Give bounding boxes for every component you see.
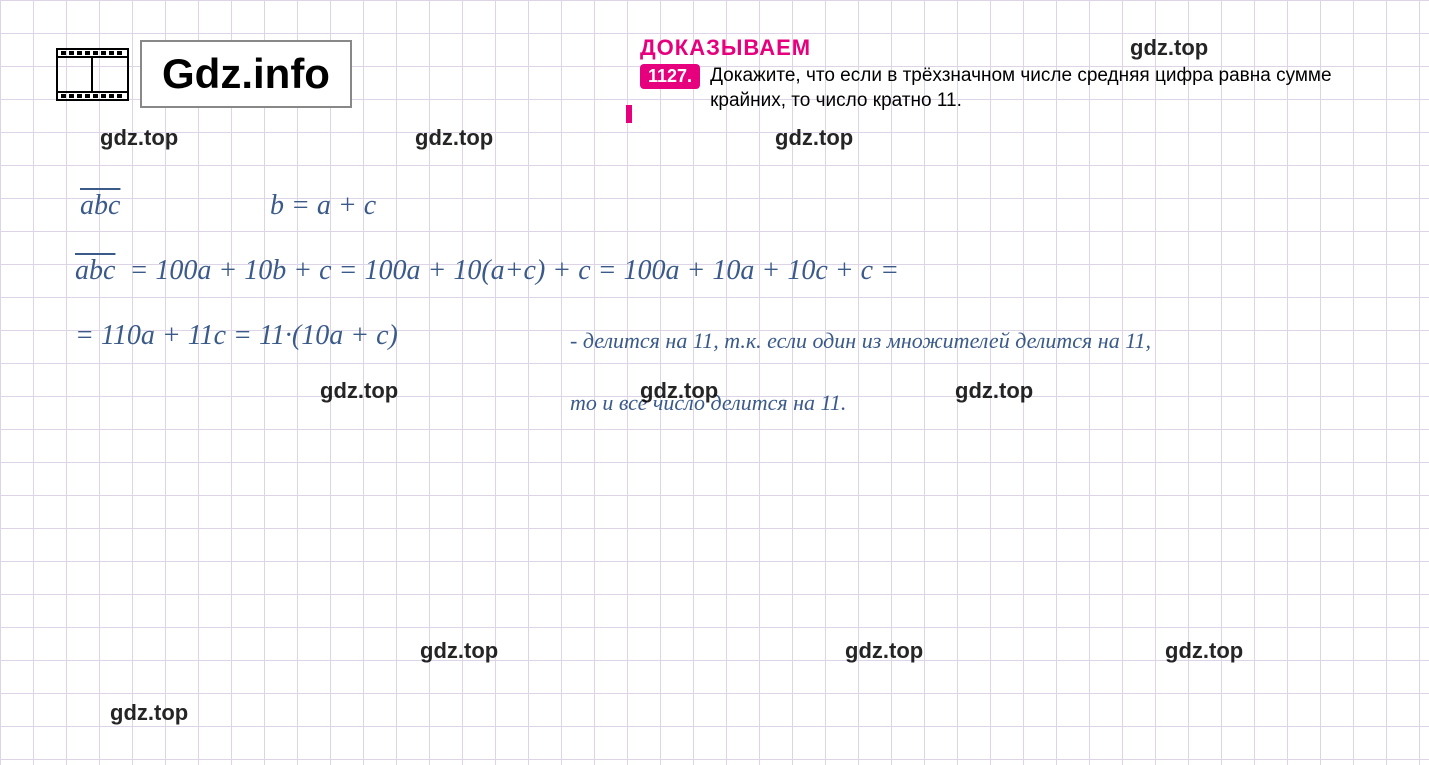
watermark: gdz.top [110, 700, 188, 726]
watermark: gdz.top [955, 378, 1033, 404]
watermark: gdz.top [640, 378, 718, 404]
problem-number: 1127. [640, 64, 700, 89]
watermark: gdz.top [100, 125, 178, 151]
section-header: Доказываем [640, 35, 811, 61]
watermark: gdz.top [420, 638, 498, 664]
pink-accent-bar [626, 105, 632, 123]
problem-text: Докажите, что если в трёхзначном числе с… [710, 64, 1390, 113]
watermark: gdz.top [320, 378, 398, 404]
logo-container: Gdz.info [55, 40, 352, 108]
watermark: gdz.top [775, 125, 853, 151]
problem-container: 1127. Докажите, что если в трёхзначном ч… [640, 64, 1390, 113]
watermark: gdz.top [1130, 35, 1208, 61]
logo-text: Gdz.info [162, 50, 330, 97]
logo-text-box: Gdz.info [140, 40, 352, 108]
watermark: gdz.top [415, 125, 493, 151]
handwritten-line1-abc: abc [80, 190, 120, 222]
handwritten-line3: = 110a + 11c = 11·(10a + c) [75, 320, 398, 352]
handwritten-line1-eq: b = a + c [270, 190, 376, 222]
watermark: gdz.top [1165, 638, 1243, 664]
film-icon [55, 47, 130, 102]
handwritten-note1: - делится на 11, т.к. если один из множи… [570, 328, 1151, 354]
watermark: gdz.top [845, 638, 923, 664]
handwritten-line2: abc = 100a + 10b + c = 100a + 10(a+c) + … [75, 255, 899, 287]
